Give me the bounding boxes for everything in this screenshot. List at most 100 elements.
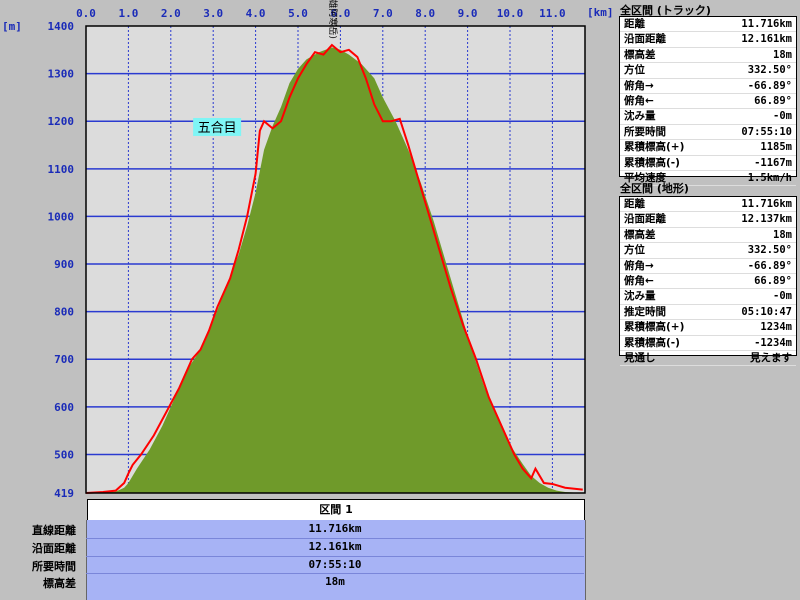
section-row-divider <box>86 556 584 557</box>
stat-value: -1167m <box>754 156 792 169</box>
stat-value: 05:10:47 <box>741 305 792 318</box>
x-tick-label: 11.0 <box>539 7 566 20</box>
y-tick-label: 700 <box>54 353 74 366</box>
section-row-divider <box>86 573 584 574</box>
label-background <box>193 117 242 136</box>
stat-row: 沈み量 -0m <box>620 289 796 305</box>
summit-label: (雄阿寒岳) <box>327 0 339 39</box>
x-tick-label: 9.0 <box>458 7 478 20</box>
stat-row: 沿面距離 12.161km <box>620 32 796 48</box>
y-tick-label: 1100 <box>48 163 75 176</box>
x-tick-label: 1.0 <box>118 7 138 20</box>
stat-value: -0m <box>773 290 792 303</box>
stat-value: 12.161km <box>741 33 792 46</box>
section-stat-value: 18m <box>325 575 345 588</box>
stat-value: 66.89° <box>754 274 792 287</box>
x-tick-label: 0.0 <box>76 7 96 20</box>
y-unit-label: [m] <box>2 20 22 33</box>
stat-label: 推定時間 <box>624 305 666 318</box>
stat-label: 累積標高(+) <box>624 141 685 154</box>
stat-row: 距離 11.716km <box>620 197 796 213</box>
y-tick-label: 419 <box>54 487 74 500</box>
stat-row: 平均速度 1.5km/h <box>620 171 796 187</box>
stat-label: 沿面距離 <box>624 213 666 226</box>
stat-row: 距離 11.716km <box>620 17 796 33</box>
stat-row: 見通し 見えます <box>620 351 796 367</box>
stat-label: 累積標高(+) <box>624 321 685 334</box>
stat-row: 沿面距離 12.137km <box>620 212 796 228</box>
stat-row: 累積標高(+) 1185m <box>620 140 796 156</box>
y-tick-label: 1200 <box>48 115 75 128</box>
stat-value: 1234m <box>760 321 792 334</box>
stat-label: 標高差 <box>624 228 656 241</box>
stat-label: 標高差 <box>624 48 656 61</box>
stat-label: 沈み量 <box>624 290 656 303</box>
x-tick-label: 2.0 <box>161 7 181 20</box>
stat-label: 距離 <box>624 198 645 210</box>
x-unit-label: [km] <box>587 6 614 19</box>
stat-row: 累積標高(-) -1234m <box>620 336 796 351</box>
x-tick-label: 4.0 <box>246 7 266 20</box>
stat-label: 方位 <box>624 244 645 257</box>
stat-value: 18m <box>773 228 792 241</box>
y-tick-label: 1400 <box>48 20 75 33</box>
stat-label: 累積標高(-) <box>624 156 680 169</box>
y-tick-label: 600 <box>54 401 74 414</box>
stat-label: 俯角→ <box>624 259 654 272</box>
stat-label: 所要時間 <box>624 125 666 138</box>
stat-label: 俯角← <box>624 274 654 287</box>
stat-label: 累積標高(-) <box>624 336 680 349</box>
section-title[interactable]: 区間 1 <box>87 499 585 521</box>
stat-row: 累積標高(+) 1234m <box>620 320 796 336</box>
section-stat-label: 直線距離 <box>32 524 76 537</box>
gogome-label: 五合目 <box>198 121 237 136</box>
terrain-panel-title: 全区間 (地形) <box>620 182 689 195</box>
section-stat-label: 標高差 <box>43 577 76 590</box>
stat-value: 332.50° <box>747 64 792 77</box>
stat-value: 07:55:10 <box>741 125 792 138</box>
stat-row: 俯角← 66.89° <box>620 94 796 110</box>
stat-value: 1.5km/h <box>747 171 792 184</box>
stat-value: 332.50° <box>747 244 792 257</box>
stat-label: 沈み量 <box>624 110 656 123</box>
section-stat-value: 07:55:10 <box>308 558 362 571</box>
stat-row: 標高差 18m <box>620 48 796 64</box>
plot-frame <box>85 25 586 494</box>
stat-row: 標高差 18m <box>620 228 796 244</box>
stat-value: -66.89° <box>747 259 792 272</box>
stat-row: 沈み量 -0m <box>620 109 796 125</box>
stat-row: 方位 332.50° <box>620 243 796 259</box>
terrain-profile-area <box>86 47 583 493</box>
x-tick-label: 10.0 <box>497 7 524 20</box>
section-stat-value: 12.161km <box>308 540 362 553</box>
section-stat-value: 11.716km <box>308 522 362 535</box>
stat-label: 見通し <box>624 351 656 364</box>
stat-value: -66.89° <box>747 79 792 92</box>
track-stats-panel: 距離 11.716km 沿面距離 12.161km 標高差 18m 方位 332.50° 俯角→… <box>619 16 797 187</box>
section-stats-area <box>86 520 586 600</box>
stat-value: 1185m <box>760 141 792 154</box>
track-panel-title: 全区間 (トラック) <box>620 4 711 17</box>
stat-label: 沿面距離 <box>624 33 666 46</box>
stat-row: 方位 332.50° <box>620 63 796 79</box>
stat-value: 11.716km <box>741 18 792 30</box>
stat-row: 俯角→ -66.89° <box>620 79 796 94</box>
stat-row: 俯角← 66.89° <box>620 274 796 290</box>
stat-label: 俯角→ <box>624 79 654 92</box>
stat-value: 11.716km <box>741 198 792 210</box>
stat-value: 66.89° <box>754 94 792 107</box>
x-tick-label: 5.0 <box>288 7 308 20</box>
stat-value: -1234m <box>754 336 792 349</box>
stat-row: 俯角→ -66.89° <box>620 259 796 274</box>
stat-label: 距離 <box>624 18 645 30</box>
stat-row: 所要時間 07:55:10 <box>620 125 796 141</box>
stat-label: 平均速度 <box>624 171 666 184</box>
x-tick-label: 6.0 <box>330 7 350 20</box>
stat-value: 12.137km <box>741 213 792 226</box>
y-tick-label: 800 <box>54 306 74 319</box>
track-profile-line <box>85 43 583 494</box>
stat-label: 俯角← <box>624 94 654 107</box>
axis-ticks: 0.0 1.0 2.0 3.0 4.0 5.0 6.0 7.0 8.0 9.0 10.0 11.0 14… <box>48 7 566 500</box>
x-tick-label: 7.0 <box>373 7 393 20</box>
